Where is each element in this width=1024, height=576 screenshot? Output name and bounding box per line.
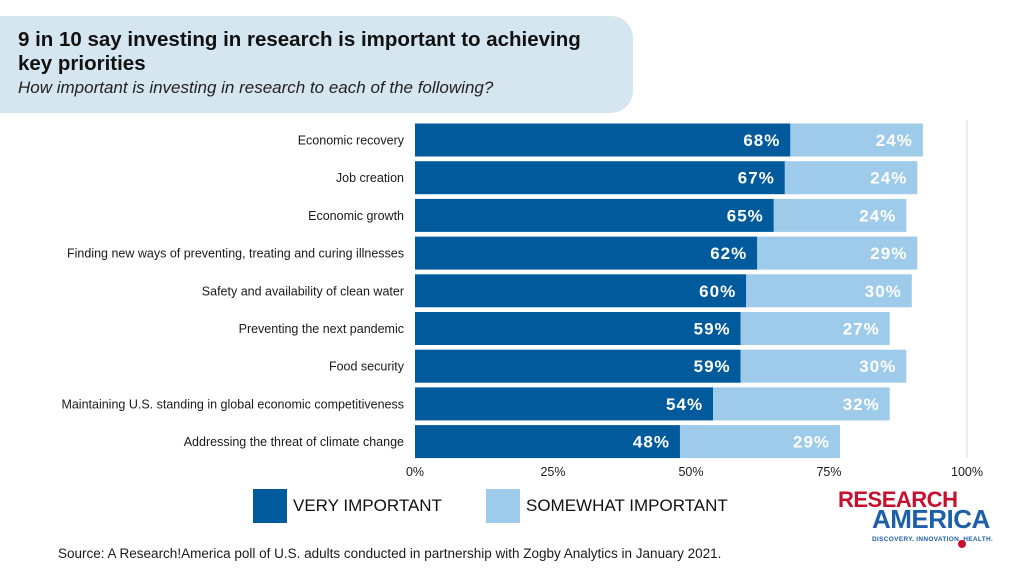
chart-title: 9 in 10 say investing in research is imp… — [18, 28, 581, 75]
bar-very-important — [415, 274, 747, 308]
x-tick-label: 25% — [540, 465, 565, 479]
legend-label-somewhat-important: SOMEWHAT IMPORTANT — [526, 496, 728, 515]
data-label: 67% — [738, 169, 775, 188]
category-label: Safety and availability of clean water — [202, 284, 404, 298]
bar-very-important — [415, 161, 785, 195]
category-label: Job creation — [336, 171, 404, 185]
title-banner — [0, 16, 633, 113]
data-label: 24% — [870, 169, 907, 188]
bar-somewhat-important — [784, 161, 918, 195]
x-tick-label: 0% — [406, 465, 424, 479]
bar-very-important — [415, 236, 758, 270]
data-label: 30% — [859, 357, 896, 376]
chart-subtitle: How important is investing in research t… — [18, 78, 494, 97]
data-label: 32% — [843, 395, 880, 414]
bar-very-important — [415, 198, 774, 232]
logo-text-top: RESEARCH — [838, 487, 958, 512]
legend-swatch-somewhat-important — [486, 489, 520, 523]
bar-somewhat-important — [679, 425, 841, 459]
legend-swatch-very-important — [253, 489, 287, 523]
category-label: Maintaining U.S. standing in global econ… — [61, 397, 404, 411]
category-label: Finding new ways of preventing, treating… — [67, 247, 404, 261]
bar-somewhat-important — [773, 198, 907, 232]
bar-very-important — [415, 312, 741, 345]
logo-text-bottom: AMERICA — [872, 504, 990, 534]
category-label: Food security — [329, 360, 405, 374]
data-label: 60% — [699, 282, 736, 301]
data-label: 24% — [859, 206, 896, 225]
category-label: Economic growth — [308, 209, 404, 223]
bar-somewhat-important — [790, 123, 923, 157]
bar-somewhat-important — [757, 236, 918, 270]
data-label: 48% — [633, 433, 670, 452]
category-label: Economic recovery — [298, 134, 405, 148]
data-label: 54% — [666, 395, 703, 414]
x-tick-label: 50% — [678, 465, 703, 479]
data-label: 59% — [694, 357, 731, 376]
data-label: 24% — [876, 131, 913, 150]
data-label: 27% — [843, 320, 880, 339]
source-note: Source: A Research!America poll of U.S. … — [58, 546, 722, 561]
bar-very-important — [415, 349, 741, 383]
bar-very-important — [415, 123, 791, 157]
bar-very-important — [415, 387, 714, 421]
logo-dot-icon — [958, 540, 966, 548]
x-tick-label: 100% — [951, 465, 983, 479]
data-label: 68% — [743, 131, 780, 150]
data-label: 30% — [865, 282, 902, 301]
data-label: 29% — [793, 433, 830, 452]
research-america-logo: RESEARCH AMERICA DISCOVERY. INNOVATION. … — [832, 487, 1002, 557]
bar-somewhat-important — [740, 312, 890, 345]
category-label: Addressing the threat of climate change — [184, 435, 404, 449]
data-label: 65% — [727, 206, 764, 225]
logo-tagline: DISCOVERY. INNOVATION. HEALTH. — [872, 536, 994, 543]
legend-label-very-important: VERY IMPORTANT — [293, 496, 442, 515]
bar-somewhat-important — [746, 274, 912, 308]
bar-very-important — [415, 425, 680, 459]
bar-somewhat-important — [713, 387, 890, 421]
data-label: 59% — [694, 320, 731, 339]
data-label: 62% — [710, 244, 747, 263]
category-label: Preventing the next pandemic — [239, 322, 404, 336]
bar-somewhat-important — [740, 349, 907, 383]
data-label: 29% — [870, 244, 907, 263]
x-tick-label: 75% — [816, 465, 841, 479]
